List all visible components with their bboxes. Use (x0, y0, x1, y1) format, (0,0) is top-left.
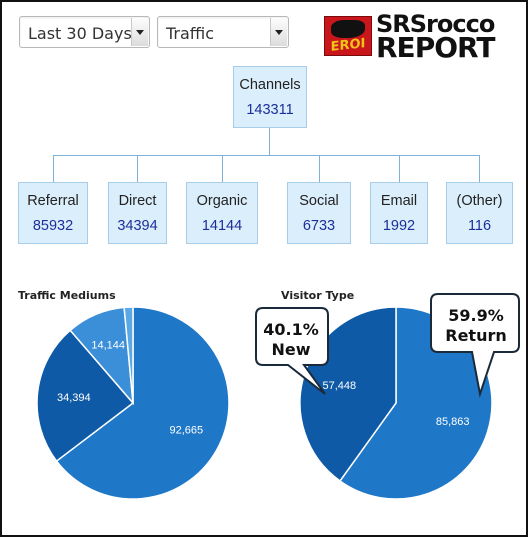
pie-slice (55, 306, 230, 500)
srsrocco-logo: EROI SRSrocco REPORT (324, 10, 520, 64)
return-callout-label: Return (445, 326, 507, 345)
return-callout-bubble (430, 293, 520, 398)
node-value: 116 (467, 218, 492, 234)
slice-value-label: 92,665 (169, 424, 203, 436)
logo-line-1: SRSrocco (376, 10, 495, 38)
tree-connector (53, 155, 54, 182)
channel-node-other[interactable]: (Other) 116 (446, 182, 513, 244)
tree-connector (137, 155, 138, 182)
new-callout-label: New (271, 340, 311, 359)
channel-node-organic[interactable]: Organic 14144 (186, 182, 258, 244)
tree-connector (222, 155, 223, 182)
metric-value: Traffic (166, 24, 215, 43)
chevron-down-icon[interactable] (270, 18, 287, 46)
channel-node-direct[interactable]: Direct 34394 (108, 182, 167, 244)
metric-select[interactable]: Traffic (157, 16, 289, 48)
usa-map-icon (331, 20, 365, 38)
node-label: Social (299, 193, 339, 209)
new-callout-bubble (255, 307, 329, 395)
chevron-down-icon[interactable] (131, 18, 148, 46)
node-label: Organic (196, 193, 248, 209)
tree-connector (319, 155, 320, 182)
new-callout-percent: 40.1% (263, 320, 319, 339)
pie-slice (123, 306, 134, 404)
channel-node-referral[interactable]: Referral 85932 (18, 182, 88, 244)
slice-value-label: 57,448 (323, 380, 357, 392)
logo-line-2: REPORT (376, 31, 495, 64)
node-label: Direct (118, 193, 157, 209)
traffic-mediums-title: Traffic Mediums (18, 289, 116, 302)
tree-connector (53, 155, 411, 156)
eroi-badge-icon: EROI (324, 16, 372, 56)
new-callout-text: 40.1% New (260, 320, 322, 360)
tree-connector (479, 155, 480, 182)
node-label: Channels (239, 77, 301, 93)
slice-value-label: 34,394 (57, 392, 91, 404)
channel-node-email[interactable]: Email 1992 (370, 182, 428, 244)
node-value: 14144 (201, 218, 243, 234)
node-label: Email (380, 193, 418, 209)
channels-node[interactable]: Channels 143311 (233, 66, 307, 128)
node-value: 34394 (117, 218, 158, 234)
node-label: Referral (27, 193, 79, 209)
tree-connector (399, 155, 400, 182)
node-label: (Other) (456, 193, 503, 209)
pie-slice (36, 329, 135, 463)
tree-connector (410, 155, 480, 156)
slice-value-label: 85,863 (436, 416, 470, 428)
channel-node-social[interactable]: Social 6733 (287, 182, 351, 244)
node-value: 1992 (382, 218, 416, 234)
visitor-type-title: Visitor Type (281, 289, 355, 302)
tree-connector (269, 128, 270, 155)
node-value: 85932 (32, 218, 74, 234)
date-range-select[interactable]: Last 30 Days (19, 16, 150, 48)
node-value: 6733 (302, 218, 336, 234)
return-callout-text: 59.9% Return (435, 306, 517, 346)
return-callout-percent: 59.9% (448, 306, 504, 325)
slice-value-label: 14,144 (91, 340, 125, 352)
date-range-value: Last 30 Days (28, 24, 132, 43)
node-value: 143311 (246, 102, 294, 118)
